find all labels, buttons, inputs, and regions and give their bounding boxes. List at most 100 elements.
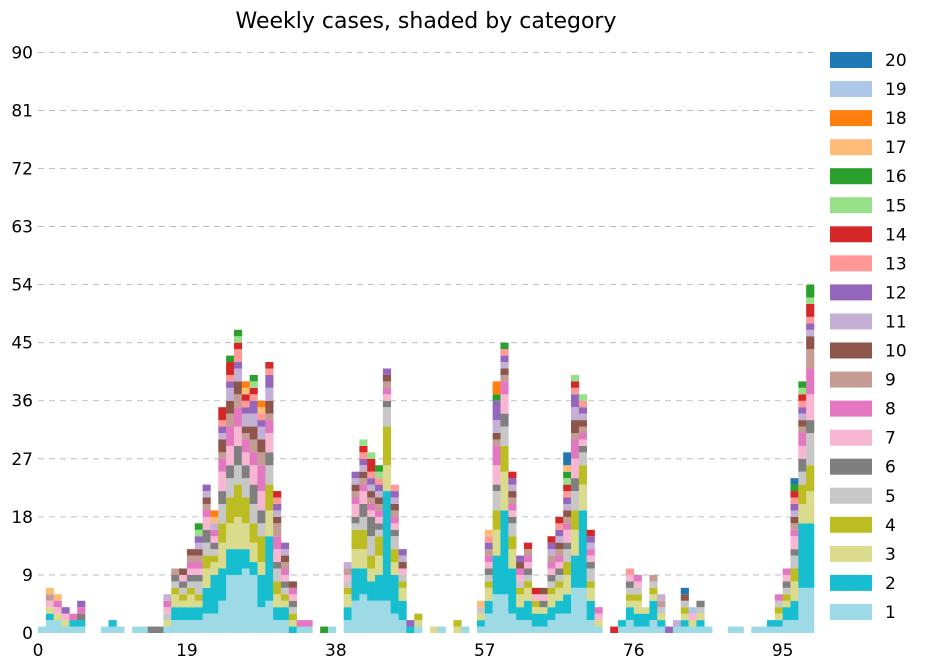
bar-segment	[657, 600, 666, 608]
bar-segment	[523, 600, 533, 621]
bar-segment	[210, 523, 219, 530]
bar-segment	[351, 478, 360, 485]
bar-stack	[555, 516, 564, 633]
bar-segment	[759, 626, 768, 633]
bar-segment	[194, 549, 203, 556]
bar-segment	[233, 445, 243, 466]
bar-segment	[241, 381, 250, 388]
bar-segment	[649, 581, 658, 588]
legend-swatch	[830, 574, 872, 591]
bar-segment	[531, 626, 540, 633]
bar-segment	[806, 420, 815, 433]
bar-segment	[249, 387, 258, 395]
bar-segment	[249, 465, 258, 485]
bar-stack	[531, 587, 540, 633]
bar-segment	[633, 626, 642, 633]
bar-segment	[500, 349, 509, 356]
bar-stack	[688, 607, 697, 633]
bar-segment	[155, 626, 164, 633]
y-tick-label: 36	[11, 392, 33, 412]
bar-segment	[633, 581, 642, 588]
bar-stack	[288, 581, 297, 633]
bar-segment	[375, 516, 384, 524]
bar-segment	[571, 478, 580, 492]
bar-segment	[359, 478, 368, 485]
bar-segment	[226, 400, 235, 414]
bar-segment	[625, 574, 635, 582]
bar-segment	[555, 523, 564, 530]
bar-segment	[194, 555, 203, 563]
bar-segment	[77, 607, 86, 614]
bar-segment	[578, 426, 587, 433]
legend-item: 5	[830, 487, 896, 507]
bar-segment	[132, 626, 141, 633]
bar-segment	[382, 381, 392, 388]
bar-segment	[241, 413, 250, 427]
chart-title: Weekly cases, shaded by category	[236, 9, 617, 34]
bar-segment	[359, 458, 368, 466]
bar-segment	[680, 626, 689, 633]
bar-segment	[492, 484, 501, 492]
bar-stack	[539, 587, 548, 633]
bar-stack	[328, 626, 337, 633]
bar-segment	[563, 491, 572, 498]
bar-segment	[398, 562, 407, 569]
bar-segment	[233, 426, 243, 446]
bar-segment	[492, 491, 501, 511]
bar-segment	[179, 607, 188, 621]
bar-segment	[179, 600, 188, 608]
bar-segment	[280, 607, 290, 621]
bar-segment	[218, 433, 227, 440]
legend-item: 7	[830, 429, 896, 449]
bar-segment	[680, 613, 689, 621]
bar-segment	[273, 523, 282, 537]
bar-segment	[625, 620, 635, 633]
bar-segment	[790, 516, 799, 524]
bar-segment	[390, 491, 399, 498]
bar-segment	[53, 607, 62, 614]
bar-segment	[492, 555, 501, 595]
bar-segment	[735, 626, 744, 633]
bar-segment	[555, 581, 564, 588]
bar-segment	[210, 574, 219, 614]
bar-segment	[171, 568, 180, 575]
x-tick-label: 76	[623, 641, 645, 661]
bar-segment	[218, 503, 227, 524]
bar-segment	[382, 600, 392, 633]
bar-segment	[806, 394, 815, 421]
bar-segment	[265, 387, 274, 401]
bar-segment	[226, 445, 235, 466]
bar-stack	[194, 523, 203, 633]
bar-segment	[578, 445, 587, 453]
bar-segment	[202, 484, 211, 492]
bar-segment	[202, 510, 211, 517]
bar-segment	[547, 587, 556, 595]
bar-segment	[382, 394, 392, 401]
legend-label: 4	[885, 516, 896, 536]
bar-segment	[382, 368, 392, 375]
bar-segment	[571, 587, 580, 633]
y-tick-label: 63	[11, 218, 33, 238]
bar-segment	[241, 439, 250, 453]
bar-segment	[249, 381, 258, 388]
bar-segment	[586, 549, 595, 556]
bar-segment	[523, 574, 533, 582]
bar-segment	[680, 600, 689, 608]
bar-segment	[484, 600, 493, 614]
bar-segment	[688, 626, 697, 633]
bar-segment	[202, 568, 211, 588]
legend-label: 19	[885, 80, 907, 100]
bar-segment	[461, 626, 470, 633]
bar-segment	[226, 413, 235, 427]
legend-item: 11	[830, 312, 907, 332]
bar-segment	[578, 413, 587, 421]
bar-segment	[672, 626, 682, 633]
bar-segment	[202, 516, 211, 530]
bar-stack	[429, 626, 439, 633]
bar-segment	[273, 497, 282, 504]
bar-segment	[249, 394, 258, 401]
bar-segment	[163, 594, 172, 601]
bar-segment	[351, 516, 360, 524]
legend-swatch	[830, 487, 872, 504]
bar-segment	[249, 503, 258, 524]
